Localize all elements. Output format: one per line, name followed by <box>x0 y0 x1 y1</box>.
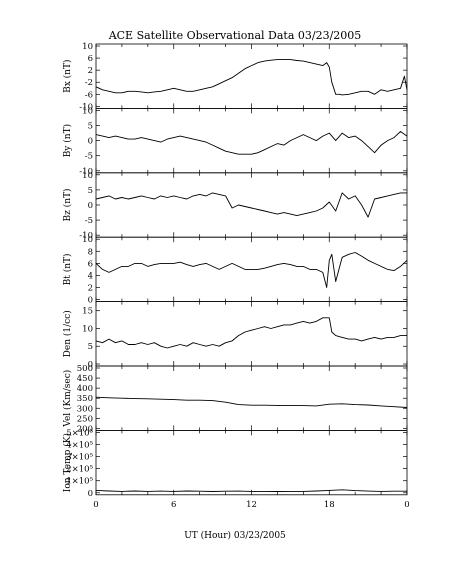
y-tick-label: -5 <box>85 152 93 162</box>
y-tick-label: 0 <box>88 489 93 499</box>
panel-ion-temp: 5×10⁵ 4×10⁵ 3×10⁵ 2×10⁵ 1×10⁵ 0 Ion Temp (K) <box>62 428 408 499</box>
y-tick-label: 6 <box>88 259 93 269</box>
x-tick-label: 18 <box>324 500 335 510</box>
y-tick-label: 6 <box>88 54 93 64</box>
y-tick-label: 0 <box>88 201 93 211</box>
y-axis-label: Bz (nT) <box>62 188 73 221</box>
y-tick-label: 10 <box>82 42 93 52</box>
panel-bx: 10 6 2 -2 -6 -10 Bx (nT) <box>62 42 408 112</box>
x-tick-label: 0 <box>93 500 98 510</box>
y-tick-label: 200 <box>77 424 93 434</box>
y-tick-label: 1×10⁵ <box>66 477 93 487</box>
y-axis-label: Den (1/cc) <box>62 310 73 357</box>
panel-frame <box>95 429 408 496</box>
y-tick-label: 2 <box>88 66 93 76</box>
y-tick-label: 250 <box>77 414 93 424</box>
y-tick-label: -5 <box>85 216 93 226</box>
y-axis-label: Ion Temp (K) <box>62 433 73 492</box>
y-tick-label: -10 <box>79 167 93 177</box>
series-line-ion-temp <box>95 489 407 493</box>
y-tick-label: -10 <box>79 102 93 112</box>
y-tick-label: 4×10⁵ <box>66 440 93 450</box>
y-tick-label: 5 <box>88 186 93 196</box>
y-tick-label: 450 <box>77 374 93 384</box>
y-axis-label: Bx (nT) <box>62 60 73 93</box>
panel-frame <box>95 43 408 109</box>
y-tick-label: 400 <box>77 384 93 394</box>
y-axis-label: Bt (nT) <box>62 253 73 285</box>
series-line-vel <box>95 396 408 408</box>
y-tick-label: 5 <box>88 342 93 352</box>
series-line-by <box>95 131 408 155</box>
chart-panels: 10 6 2 -2 -6 -10 Bx (nT) 10 5 0 -5 -10 By (nT) 10 5 0 -5… <box>62 42 410 510</box>
y-tick-label: 10 <box>82 235 93 245</box>
x-tick-label: 0 <box>404 500 409 510</box>
panel-frame <box>95 301 408 367</box>
series-line-den <box>95 317 407 349</box>
y-tick-label: 350 <box>77 394 93 404</box>
series-line-bx <box>95 59 408 96</box>
y-tick-label: 0 <box>88 296 93 306</box>
panel-den: 15 10 5 0 Den (1/cc) <box>62 301 408 370</box>
y-tick-label: 3×10⁵ <box>66 453 93 463</box>
y-tick-label: 10 <box>82 106 93 116</box>
y-tick-label: -6 <box>85 90 93 100</box>
y-tick-label: 2×10⁵ <box>66 465 93 475</box>
panel-bz: 10 5 0 -5 -10 Bz (nT) <box>62 171 408 241</box>
panel-frame <box>95 365 408 431</box>
y-tick-label: 8 <box>88 247 93 257</box>
y-tick-label: -2 <box>85 78 93 88</box>
y-tick-label: 500 <box>77 364 93 374</box>
y-tick-label: 10 <box>82 324 93 334</box>
panel-by: 10 5 0 -5 -10 By (nT) <box>62 106 408 177</box>
chart-title: ACE Satellite Observational Data 03/23/2… <box>108 29 362 42</box>
y-tick-label: -10 <box>79 231 93 241</box>
y-tick-label: 10 <box>82 171 93 181</box>
y-axis-label: Vel (Km/sec) <box>62 370 73 428</box>
x-axis-label: UT (Hour) 03/23/2005 <box>184 530 286 541</box>
panel-frame <box>95 108 408 174</box>
x-tick-label: 12 <box>246 500 257 510</box>
y-tick-label: 0 <box>88 360 93 370</box>
y-axis-label: By (nT) <box>62 124 73 157</box>
y-tick-label: 300 <box>77 404 93 414</box>
y-tick-label: 15 <box>82 307 93 317</box>
panel-bt: 10 8 6 4 2 0 Bt (nT) <box>62 235 408 306</box>
y-tick-label: 4 <box>88 271 93 281</box>
y-tick-label: 2 <box>88 284 93 294</box>
y-tick-label: 5 <box>88 122 93 132</box>
y-tick-label: 0 <box>88 137 93 147</box>
y-tick-label: 5×10⁵ <box>66 428 93 438</box>
panel-frame <box>95 172 408 238</box>
x-tick-label: 6 <box>171 500 176 510</box>
series-line-bz <box>95 192 407 218</box>
series-line-bt <box>95 252 408 288</box>
